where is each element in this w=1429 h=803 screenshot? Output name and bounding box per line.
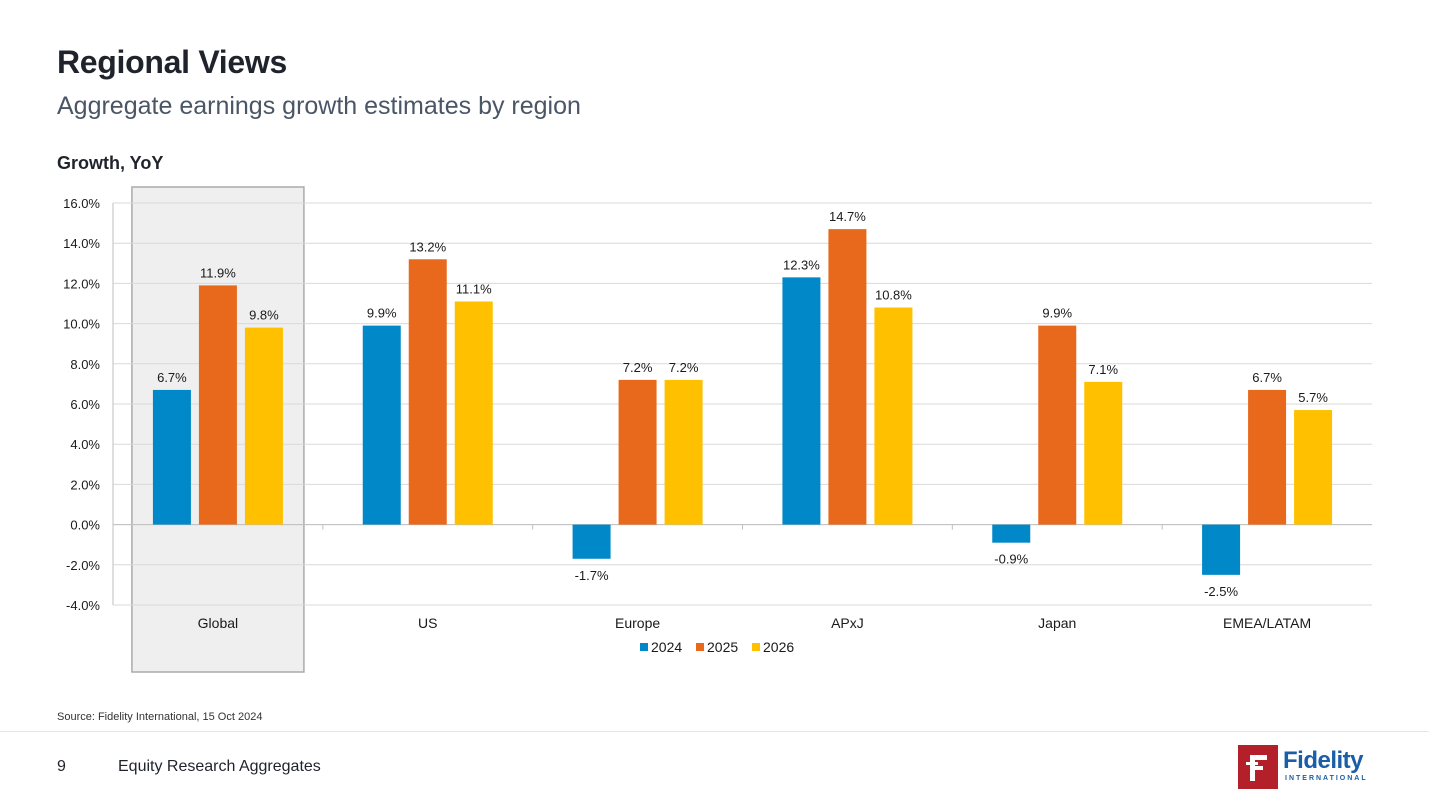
source-note: Source: Fidelity International, 15 Oct 2… xyxy=(57,711,263,723)
data-label-japan-2025: 9.9% xyxy=(1042,306,1072,321)
data-label-japan-2024: -0.9% xyxy=(994,552,1028,567)
bar-emea-latam-2024 xyxy=(1202,524,1241,575)
data-label-us-2026: 11.1% xyxy=(456,281,492,296)
fidelity-logo-mark xyxy=(1238,745,1278,789)
legend-label-2024: 2024 xyxy=(651,639,682,655)
y-axis-label: Growth, YoY xyxy=(57,153,164,173)
bar-europe-2026 xyxy=(664,379,703,525)
bar-us-2025 xyxy=(408,259,447,525)
y-tick-label: -4.0% xyxy=(66,598,100,613)
x-category-label-japan: Japan xyxy=(1038,615,1076,631)
fidelity-wordmark: Fidelity xyxy=(1283,747,1364,774)
data-label-apxj-2025: 14.7% xyxy=(829,209,866,224)
legend-label-2026: 2026 xyxy=(763,639,794,655)
bar-emea-latam-2026 xyxy=(1294,410,1333,525)
legend-swatch-2024 xyxy=(640,643,648,651)
x-category-label-us: US xyxy=(418,615,437,631)
bar-japan-2024 xyxy=(992,524,1031,543)
bar-europe-2024 xyxy=(572,524,611,559)
y-tick-label: 4.0% xyxy=(70,437,100,452)
bar-apxj-2026 xyxy=(874,307,913,525)
data-label-apxj-2024: 12.3% xyxy=(783,257,820,272)
y-tick-label: 12.0% xyxy=(63,276,100,291)
data-label-apxj-2026: 10.8% xyxy=(875,288,912,303)
legend-swatch-2026 xyxy=(752,643,760,651)
data-label-global-2025: 11.9% xyxy=(200,265,236,280)
legend-label-2025: 2025 xyxy=(707,639,738,655)
bar-apxj-2024 xyxy=(782,277,821,525)
bar-us-2026 xyxy=(454,301,493,525)
bar-chart: 16.0% 14.0% 12.0% 10.0% 8.0% 6.0% 4.0% 2.0% 0.0%… xyxy=(63,186,1372,673)
bar-emea-latam-2025 xyxy=(1248,389,1287,525)
data-label-europe-2026: 7.2% xyxy=(669,360,699,375)
footer-divider xyxy=(0,731,1429,732)
x-category-label-apxj: APxJ xyxy=(831,615,864,631)
y-tick-label: 2.0% xyxy=(70,477,100,492)
bar-europe-2025 xyxy=(618,379,657,525)
bar-global-2024 xyxy=(152,389,191,525)
y-tick-label: 16.0% xyxy=(63,196,100,211)
bar-global-2025 xyxy=(198,285,237,525)
bar-us-2024 xyxy=(362,325,401,525)
data-label-us-2025: 13.2% xyxy=(409,239,446,254)
data-label-global-2024: 6.7% xyxy=(157,370,187,385)
y-tick-label: 6.0% xyxy=(70,397,100,412)
y-tick-label: -2.0% xyxy=(66,558,100,573)
fidelity-subtext: INTERNATIONAL xyxy=(1285,775,1368,782)
fidelity-logo: Fidelity INTERNATIONAL xyxy=(1238,745,1374,789)
y-tick-label: 8.0% xyxy=(70,357,100,372)
x-category-label-emea-latam: EMEA/LATAM xyxy=(1223,615,1311,631)
data-label-europe-2024: -1.7% xyxy=(575,568,609,583)
page-subtitle: Aggregate earnings growth estimates by r… xyxy=(57,92,581,120)
data-label-us-2024: 9.9% xyxy=(367,306,397,321)
bar-global-2026 xyxy=(244,327,283,525)
data-label-emea-latam-2025: 6.7% xyxy=(1252,370,1282,385)
data-label-emea-latam-2024: -2.5% xyxy=(1204,584,1238,599)
data-label-emea-latam-2026: 5.7% xyxy=(1298,390,1328,405)
bar-japan-2025 xyxy=(1038,325,1077,525)
footer-doc-title: Equity Research Aggregates xyxy=(118,758,321,775)
y-tick-label: 0.0% xyxy=(70,518,100,533)
page-number: 9 xyxy=(57,758,66,775)
y-tick-label: 10.0% xyxy=(63,317,100,332)
x-category-label-global: Global xyxy=(198,615,238,631)
data-label-global-2026: 9.8% xyxy=(249,308,279,323)
data-label-japan-2026: 7.1% xyxy=(1088,362,1118,377)
legend-swatch-2025 xyxy=(696,643,704,651)
data-label-europe-2025: 7.2% xyxy=(623,360,653,375)
page-title: Regional Views xyxy=(57,44,287,80)
bar-japan-2026 xyxy=(1084,381,1123,525)
x-category-label-europe: Europe xyxy=(615,615,660,631)
bar-apxj-2025 xyxy=(828,229,867,525)
y-tick-label: 14.0% xyxy=(63,236,100,251)
